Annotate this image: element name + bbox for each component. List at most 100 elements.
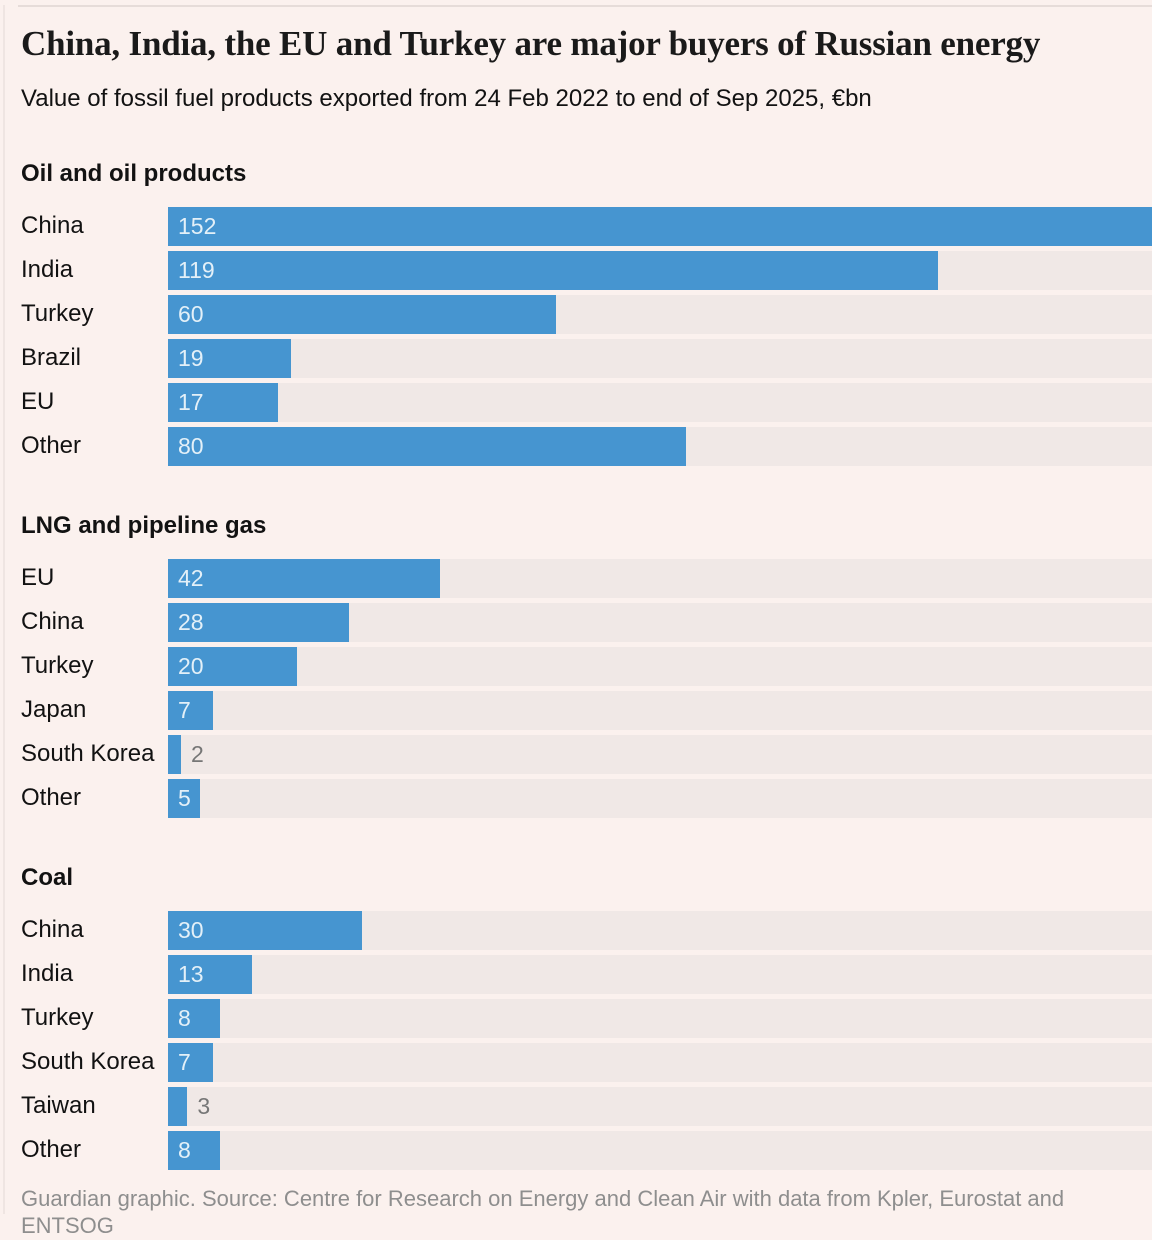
- section-title: Coal: [21, 863, 74, 891]
- value-label: 19: [178, 344, 204, 371]
- category-label: EU: [21, 388, 55, 416]
- category-label: EU: [21, 564, 55, 592]
- bar-row: Turkey 8: [0, 998, 1152, 1038]
- bar-row: Other 5: [0, 778, 1152, 818]
- bar-row: Japan 7: [0, 690, 1152, 730]
- category-label: China: [21, 608, 84, 636]
- bar-row: Taiwan 3: [0, 1086, 1152, 1126]
- bar: 28: [168, 602, 350, 642]
- bar-row: Other 80: [0, 426, 1152, 466]
- value-label: 8: [178, 1136, 191, 1163]
- value-label: 152: [178, 212, 217, 239]
- category-label: Other: [21, 1136, 82, 1164]
- source-credit: Guardian graphic. Source: Centre for Res…: [21, 1185, 1065, 1239]
- bar-track: 17: [168, 382, 1152, 422]
- bar-row: EU 17: [0, 382, 1152, 422]
- bar-row: EU 42: [0, 558, 1152, 598]
- bar: 5: [168, 778, 201, 818]
- bar: [168, 734, 181, 774]
- bar: 8: [168, 1130, 220, 1170]
- value-label: 3: [197, 1092, 211, 1119]
- bar-row: China 28: [0, 602, 1152, 642]
- bar-track: 42: [168, 558, 1152, 598]
- category-label: China: [21, 916, 84, 944]
- section-title: LNG and pipeline gas: [21, 511, 267, 539]
- bar-row: Turkey 20: [0, 646, 1152, 686]
- chart-section: Coal China 30 India 13 Turkey 8 South Korea 7 Tai…: [0, 864, 1152, 1170]
- top-divider: [18, 5, 1152, 7]
- bar-track: 80: [168, 426, 1152, 466]
- chart-subtitle: Value of fossil fuel products exported f…: [21, 85, 872, 113]
- bar: [168, 1086, 188, 1126]
- bar-track: 13: [168, 954, 1152, 994]
- bar-track: 7: [168, 690, 1152, 730]
- bar-row: South Korea 2: [0, 734, 1152, 774]
- category-label: Taiwan: [21, 1092, 96, 1120]
- value-label: 20: [178, 652, 204, 679]
- bar: 152: [168, 206, 1152, 246]
- bar: 42: [168, 558, 440, 598]
- bar: 8: [168, 998, 220, 1038]
- bar: 19: [168, 338, 291, 378]
- bar-track: 8: [168, 998, 1152, 1038]
- bar: 13: [168, 954, 253, 994]
- category-label: China: [21, 212, 84, 240]
- category-label: Turkey: [21, 1004, 94, 1032]
- value-label: 5: [178, 784, 191, 811]
- bar-row: Other 8: [0, 1130, 1152, 1170]
- category-label: India: [21, 960, 74, 988]
- category-label: Other: [21, 432, 82, 460]
- bar: 80: [168, 426, 686, 466]
- value-label: 2: [190, 740, 204, 767]
- bar-track: 152: [168, 206, 1152, 246]
- value-label: 42: [178, 564, 204, 591]
- chart-section: Oil and oil products China 152 India 119 Turk…: [0, 160, 1152, 466]
- left-divider: [3, 5, 5, 1214]
- bar-track: 60: [168, 294, 1152, 334]
- bar-row: South Korea 7: [0, 1042, 1152, 1082]
- bar-track: 7: [168, 1042, 1152, 1082]
- category-label: South Korea: [21, 1048, 155, 1076]
- value-label: 119: [178, 256, 215, 283]
- category-label: India: [21, 256, 74, 284]
- value-label: 60: [178, 300, 204, 327]
- value-label: 17: [178, 388, 204, 415]
- category-label: Turkey: [21, 652, 94, 680]
- bar-track: 119: [168, 250, 1152, 290]
- bar: 119: [168, 250, 939, 290]
- bar-track: 19: [168, 338, 1152, 378]
- bar-row: India 119: [0, 250, 1152, 290]
- bar: 17: [168, 382, 279, 422]
- bar-row: Turkey 60: [0, 294, 1152, 334]
- bar-row: India 13: [0, 954, 1152, 994]
- category-label: South Korea: [21, 740, 155, 768]
- value-label: 8: [178, 1004, 191, 1031]
- bar-track: 2: [168, 734, 1152, 774]
- bar: 7: [168, 690, 214, 730]
- value-label: 30: [178, 916, 204, 943]
- value-label: 28: [178, 608, 204, 635]
- bar-track: 3: [168, 1086, 1152, 1126]
- bar: 60: [168, 294, 557, 334]
- chart-title: China, India, the EU and Turkey are majo…: [21, 24, 1041, 63]
- bar: 20: [168, 646, 298, 686]
- chart-section: LNG and pipeline gas EU 42 China 28 Turkey 20 J…: [0, 512, 1152, 818]
- bar-row: Brazil 19: [0, 338, 1152, 378]
- category-label: Japan: [21, 696, 87, 724]
- bar-track: 8: [168, 1130, 1152, 1170]
- bar-track: 30: [168, 910, 1152, 950]
- value-label: 80: [178, 432, 204, 459]
- value-label: 13: [178, 960, 204, 987]
- bar-track: 28: [168, 602, 1152, 642]
- bar-track: 20: [168, 646, 1152, 686]
- section-title: Oil and oil products: [21, 159, 247, 187]
- bar-track: 5: [168, 778, 1152, 818]
- chart-sections: Oil and oil products China 152 India 119 Turk…: [0, 160, 1152, 1170]
- bar-row: China 152: [0, 206, 1152, 246]
- category-label: Brazil: [21, 344, 82, 372]
- bar: 7: [168, 1042, 214, 1082]
- bar: 30: [168, 910, 363, 950]
- bar-row: China 30: [0, 910, 1152, 950]
- category-label: Other: [21, 784, 82, 812]
